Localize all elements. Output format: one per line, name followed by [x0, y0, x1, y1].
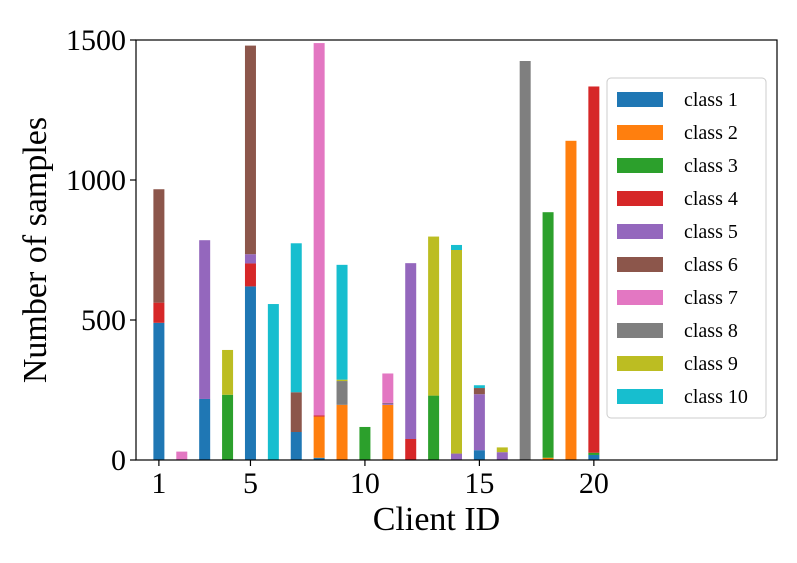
bar-segment-client-15-class-6 — [473, 388, 485, 395]
legend-swatch — [617, 323, 663, 338]
bar-segment-client-3-class-1 — [199, 398, 211, 460]
legend-label: class 1 — [684, 89, 738, 111]
bar-segment-client-5-class-6 — [244, 45, 256, 255]
x-tick-label: 20 — [579, 467, 609, 500]
bar-segment-client-16-class-9 — [496, 447, 508, 453]
legend-swatch — [617, 389, 663, 404]
bar-segment-client-20-class-1 — [588, 454, 600, 460]
bar-segment-client-18-class-2 — [542, 457, 554, 460]
bar-segment-client-12-class-4 — [405, 439, 417, 460]
bar-segment-client-8-class-7 — [313, 43, 325, 416]
legend-swatch — [617, 290, 663, 305]
legend-swatch — [617, 356, 663, 371]
bar-segment-client-8-class-2 — [313, 416, 325, 458]
legend-swatch — [617, 125, 663, 140]
bar-segment-client-15-class-5 — [473, 394, 485, 451]
bar-segment-client-6-class-10 — [267, 304, 279, 460]
legend-swatch — [617, 158, 663, 173]
legend-label: class 5 — [684, 221, 738, 243]
x-axis-label: Client ID — [373, 501, 500, 538]
legend-label: class 4 — [684, 188, 738, 210]
bar-segment-client-8-class-1 — [313, 457, 325, 460]
bar-segment-client-13-class-9 — [428, 236, 440, 396]
legend-label: class 7 — [684, 287, 738, 309]
bar-segment-client-5-class-5 — [244, 254, 256, 264]
bar-segment-client-14-class-5 — [451, 453, 462, 460]
bar-segment-client-7-class-1 — [290, 432, 302, 460]
bar-segment-client-14-class-9 — [451, 250, 462, 454]
bar-segment-client-20-class-3 — [588, 452, 600, 455]
y-axis-label: Number of samples — [17, 117, 54, 383]
bar-segment-client-4-class-9 — [222, 349, 234, 395]
x-tick-label: 1 — [151, 467, 166, 500]
bar-segment-client-1-class-4 — [153, 302, 165, 323]
legend-label: class 10 — [684, 386, 748, 408]
bar-segment-client-16-class-5 — [496, 452, 508, 460]
bar-segment-client-13-class-3 — [428, 395, 440, 460]
legend-label: class 9 — [684, 353, 738, 375]
legend-swatch — [617, 191, 663, 206]
bar-segment-client-18-class-3 — [542, 212, 554, 458]
bar-segment-client-11-class-2 — [382, 404, 394, 460]
legend-swatch — [617, 224, 663, 239]
bar-segment-client-15-class-10 — [473, 385, 485, 389]
legend-swatch — [617, 257, 663, 272]
bar-segment-client-17-class-8 — [519, 61, 531, 460]
bar-segment-client-20-class-4 — [588, 86, 600, 453]
legend-label: class 8 — [684, 320, 738, 342]
x-tick-label: 5 — [243, 467, 258, 500]
y-tick-label: 500 — [81, 304, 126, 337]
bar-segment-client-12-class-5 — [405, 263, 417, 439]
bar-segment-client-5-class-1 — [244, 286, 256, 460]
bar-segment-client-10-class-3 — [359, 426, 371, 460]
bar-segment-client-9-class-2 — [336, 404, 348, 460]
bars-layer — [153, 43, 600, 461]
bar-segment-client-7-class-10 — [290, 243, 302, 393]
legend: class 1 class 2 class 3 class 4 class 5 class… — [606, 77, 767, 419]
y-tick-label: 0 — [111, 444, 126, 477]
legend-swatch — [617, 92, 663, 107]
bar-segment-client-9-class-10 — [336, 264, 348, 380]
x-axis: 1 5 10 15 20 — [151, 460, 609, 500]
legend-label: class 2 — [684, 122, 738, 144]
bar-segment-client-11-class-7 — [382, 373, 394, 403]
y-tick-label: 1500 — [66, 24, 126, 57]
bar-segment-client-11-class-6 — [382, 402, 394, 404]
bar-segment-client-14-class-10 — [451, 244, 462, 250]
bar-segment-client-4-class-3 — [222, 394, 234, 460]
bar-segment-client-1-class-6 — [153, 189, 165, 303]
bar-segment-client-1-class-1 — [153, 322, 165, 460]
x-tick-label: 15 — [464, 467, 494, 500]
y-tick-label: 1000 — [66, 164, 126, 197]
bar-segment-client-3-class-5 — [199, 240, 211, 399]
bar-segment-client-5-class-4 — [244, 263, 256, 287]
legend-label: class 6 — [684, 254, 738, 276]
bar-segment-client-9-class-8 — [336, 381, 348, 405]
bar-segment-client-15-class-1 — [473, 450, 485, 460]
bar-segment-client-7-class-6 — [290, 392, 302, 432]
bar-segment-client-11-class-5 — [382, 403, 394, 405]
y-axis: 0 500 1000 1500 — [66, 24, 136, 477]
bar-segment-client-9-class-9 — [336, 379, 348, 382]
plot-frame — [135, 39, 778, 461]
bar-segment-client-2-class-7 — [176, 451, 188, 460]
legend-label: class 3 — [684, 155, 738, 177]
bar-segment-client-8-class-4 — [313, 415, 325, 417]
bar-segment-client-19-class-2 — [565, 140, 577, 461]
x-tick-label: 10 — [350, 467, 380, 500]
